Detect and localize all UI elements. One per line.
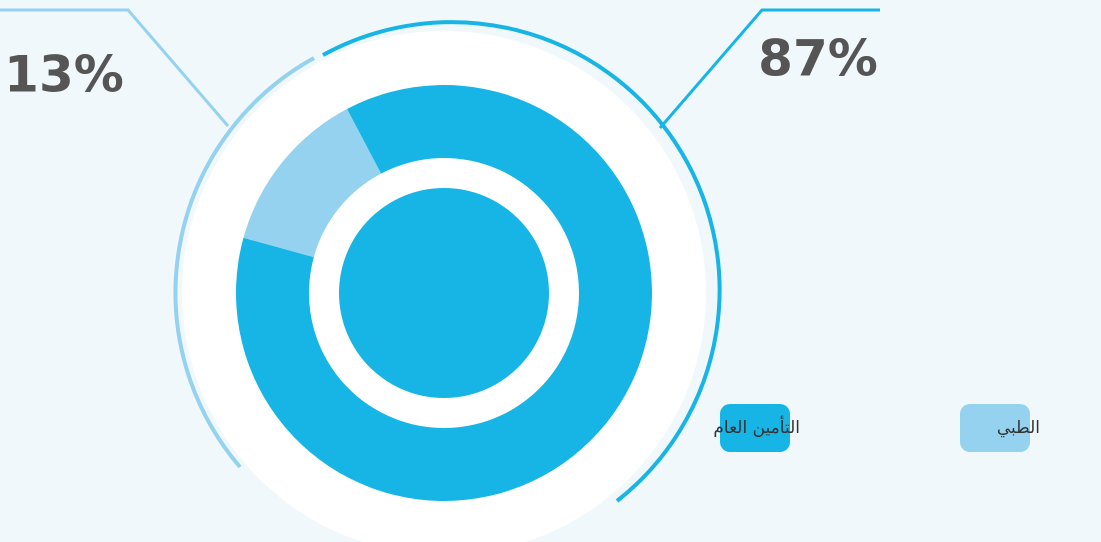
value-label: 13% [4,46,124,104]
leader-line [0,8,230,127]
outer-arc [322,20,722,503]
value-label: 87% [758,30,878,88]
slice [236,84,653,501]
outer-arc [173,56,315,469]
donut [236,84,653,501]
center-disc [339,188,549,398]
legend-label: التأمين العام [713,415,800,438]
leader-line [658,8,880,129]
legend-swatch [720,404,790,452]
slice [243,109,382,258]
legend-swatch [960,404,1030,452]
legend-label: الطبي [997,418,1040,438]
